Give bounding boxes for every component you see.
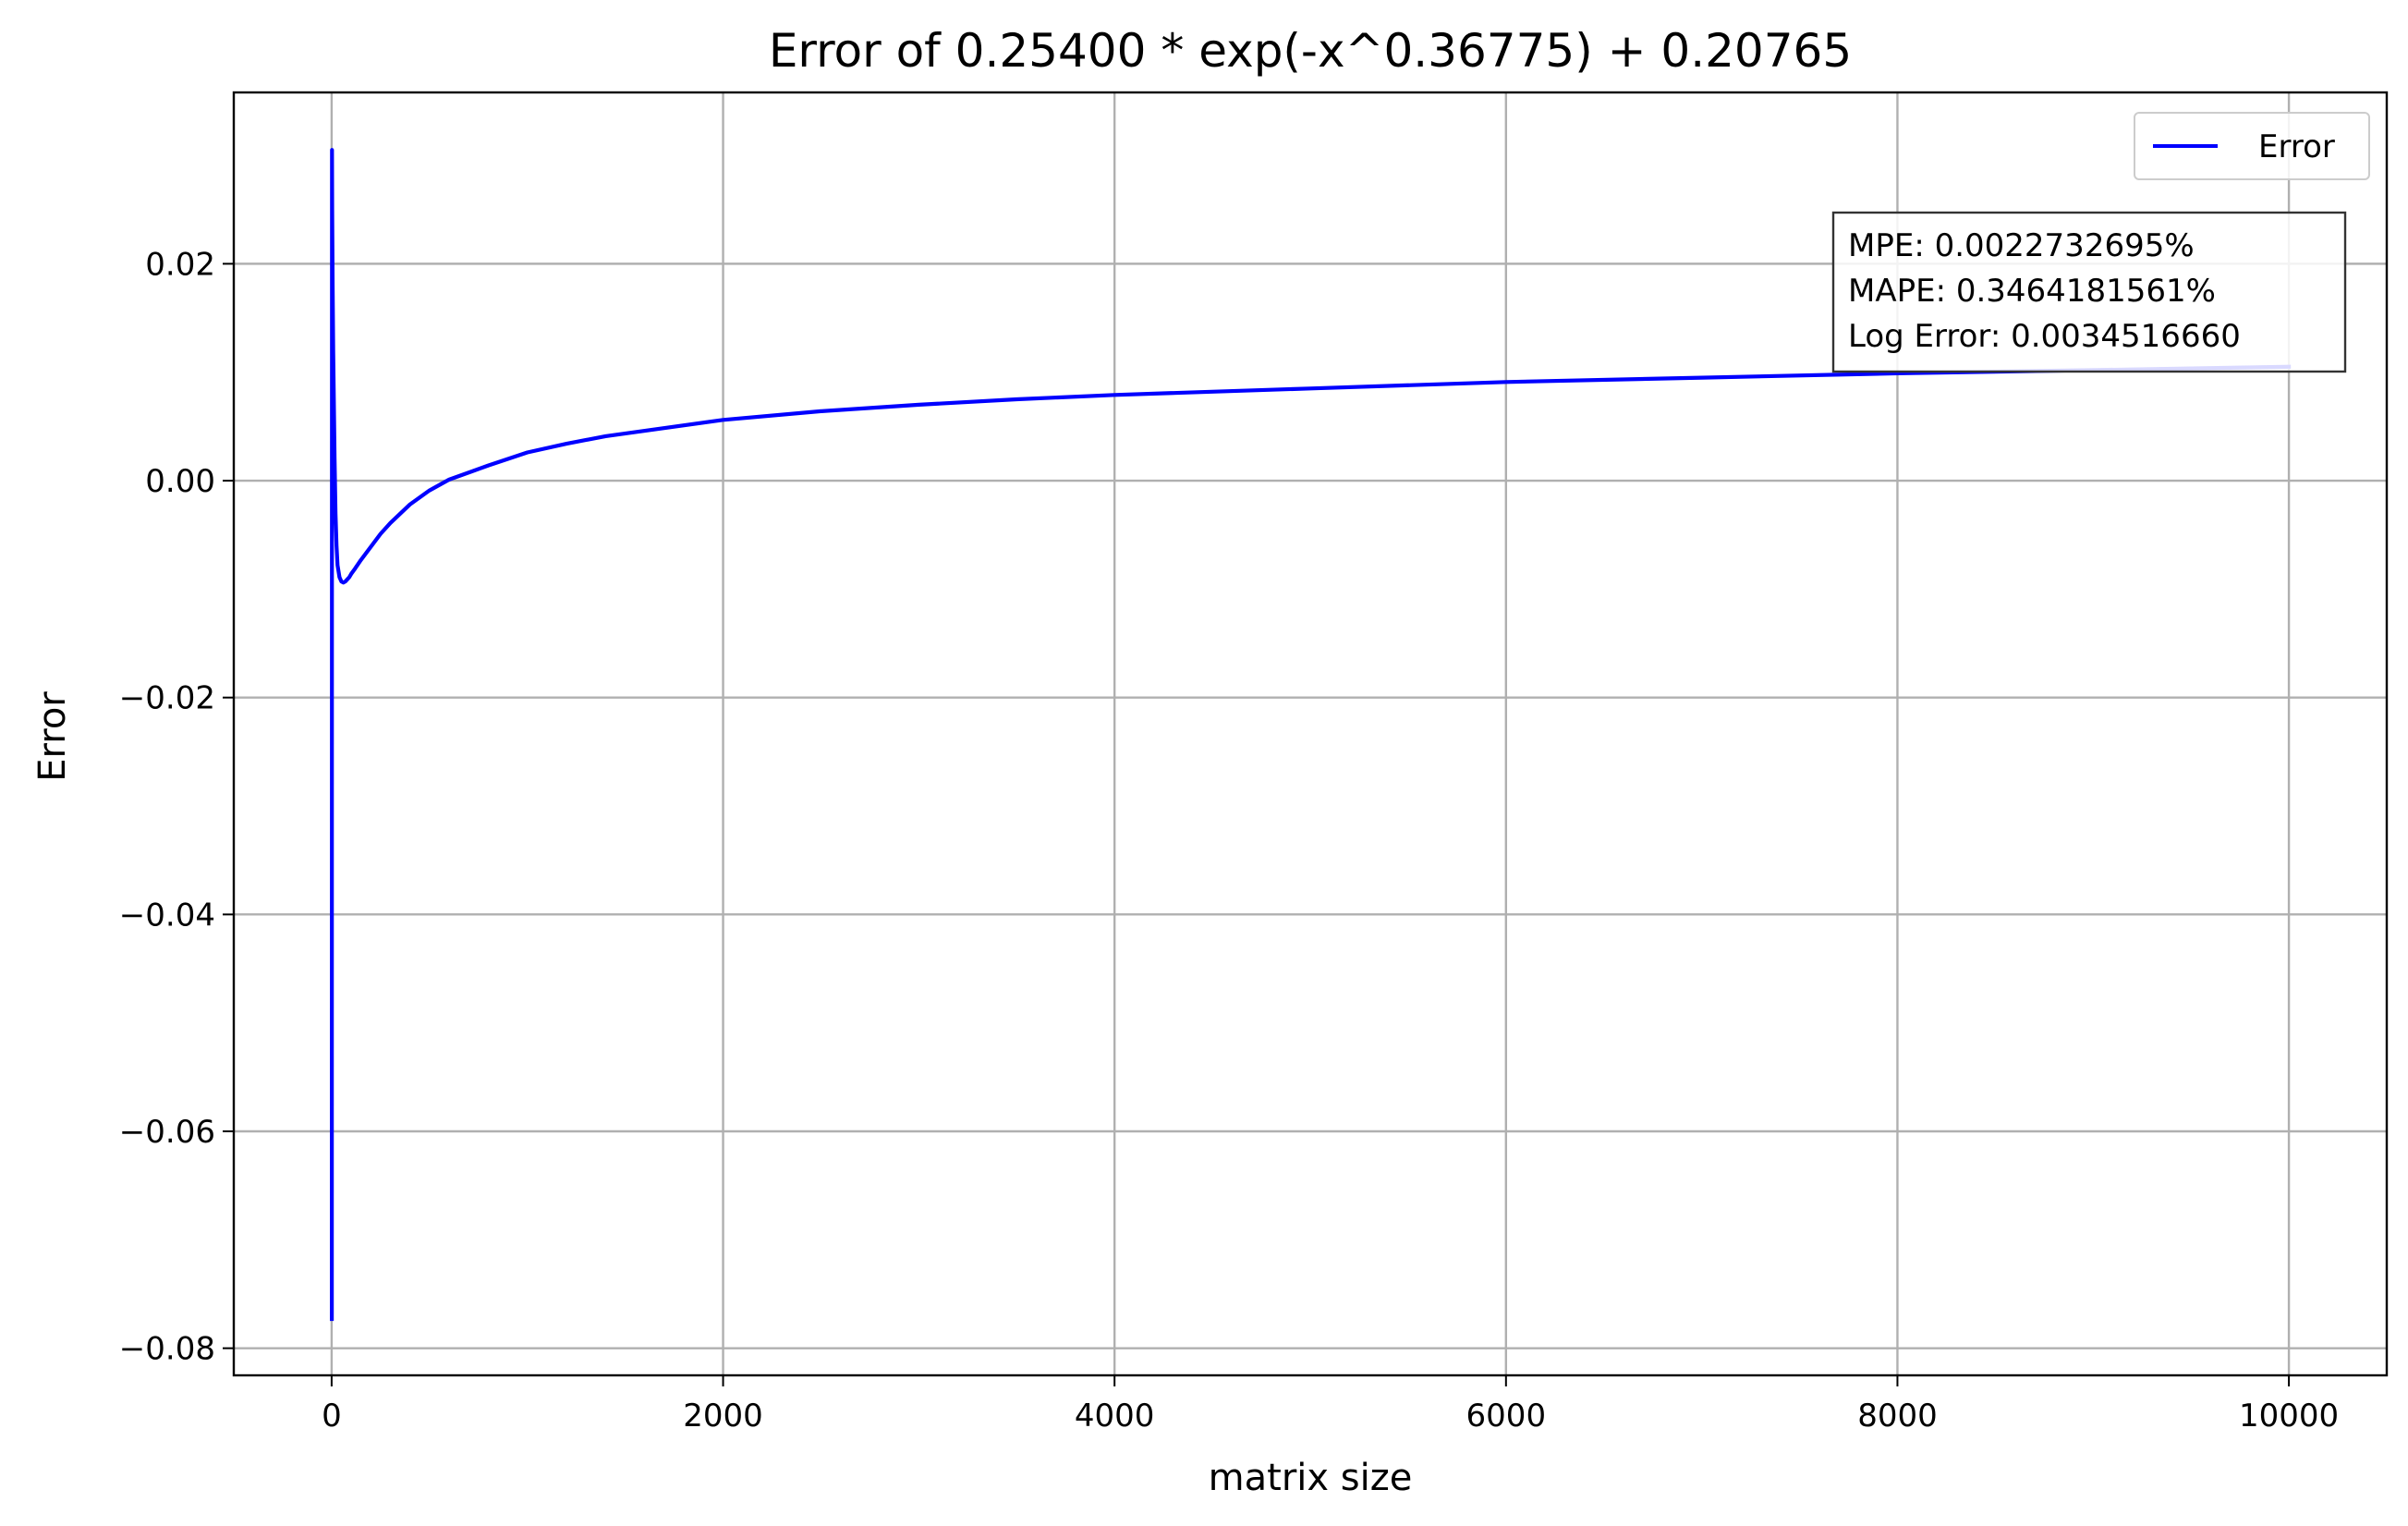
y-tick-label: 0.00 <box>145 463 215 500</box>
stats-box <box>1831 211 2347 373</box>
x-tick-label: 10000 <box>2239 1398 2339 1434</box>
y-axis: −0.08 −0.06 −0.04 −0.02 0.00 0.02 <box>119 246 234 1368</box>
stats-annotation: MPE: 0.0022732695% MAPE: 0.3464181561% L… <box>1831 211 2347 373</box>
y-tick-label: −0.08 <box>119 1331 215 1368</box>
y-tick-label: −0.04 <box>119 897 215 934</box>
y-axis-label: Error <box>31 691 74 782</box>
x-tick-label: 6000 <box>1466 1398 1547 1434</box>
x-tick-label: 4000 <box>1075 1398 1155 1434</box>
stats-line-log-error: Log Error: 0.0034516660 <box>1848 318 2241 355</box>
x-axis-label: matrix size <box>1209 1457 1413 1499</box>
series-layer <box>329 148 2292 1322</box>
legend: Error <box>2134 112 2370 180</box>
y-tick-label: −0.06 <box>119 1114 215 1151</box>
chart-title: Error of 0.25400 * exp(-x^0.36775) + 0.2… <box>769 24 1852 78</box>
x-axis: 0 2000 4000 6000 8000 10000 <box>322 1375 2339 1434</box>
series-line-error <box>329 148 2292 1322</box>
legend-box <box>2134 112 2370 180</box>
legend-label-error: Error <box>2258 128 2335 165</box>
plot-frame <box>232 91 2389 1377</box>
stats-line-mape: MAPE: 0.3464181561% <box>1848 273 2216 310</box>
y-tick-label: 0.02 <box>145 246 215 283</box>
stats-line-mpe: MPE: 0.0022732695% <box>1848 227 2195 264</box>
y-tick-label: −0.02 <box>119 680 215 717</box>
grid <box>234 92 2387 1375</box>
x-tick-label: 2000 <box>683 1398 763 1434</box>
x-tick-label: 0 <box>322 1398 342 1434</box>
x-tick-label: 8000 <box>1857 1398 1938 1434</box>
